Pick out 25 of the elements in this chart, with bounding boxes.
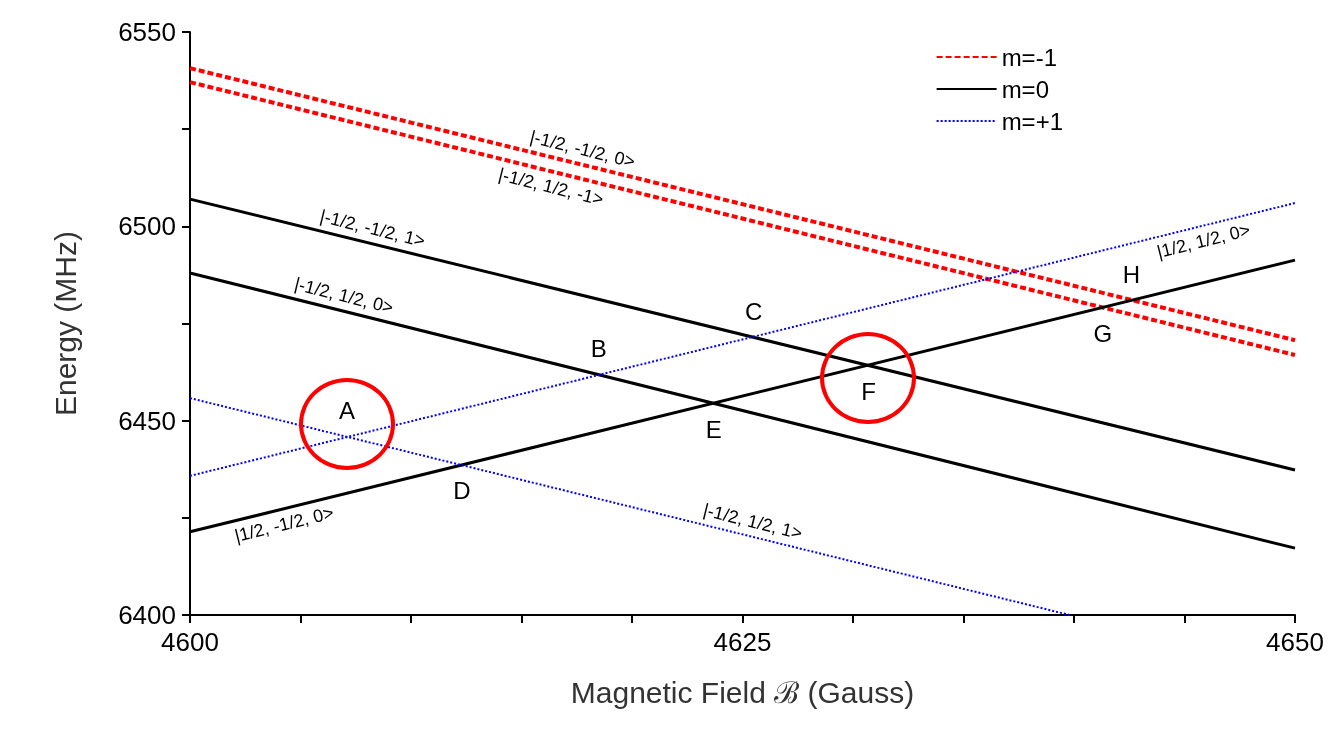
x-axis-title: Magnetic Field ℬ (Gauss) [570, 675, 915, 709]
annotation: F [861, 377, 876, 405]
x-tick-label: 4600 [161, 627, 219, 657]
annotation: D [453, 477, 471, 505]
annotation: |1/2, 1/2, 0> [1154, 219, 1253, 263]
annotation: C [744, 297, 763, 325]
y-tick-label: 6450 [118, 405, 176, 436]
x-tick-label: 4650 [1266, 627, 1324, 657]
y-tick-label: 6500 [118, 211, 176, 242]
annotation: E [705, 415, 722, 443]
legend-label: m=0 [1001, 75, 1049, 103]
annotation: |-1/2, 1/2, 1> [701, 499, 805, 544]
annotation: H [1122, 260, 1141, 288]
legend-label: m=-1 [1001, 43, 1057, 71]
annotation: G [1093, 320, 1113, 348]
annotation: A [338, 397, 355, 425]
y-axis-title: Energy (MHz) [48, 230, 82, 417]
annotation: |1/2, -1/2, 0> [232, 502, 336, 547]
legend-label: m=+1 [1001, 107, 1063, 135]
y-tick-label: 6400 [118, 600, 176, 630]
x-tick-label: 4625 [713, 627, 772, 657]
annotation: B [590, 335, 607, 363]
y-tick-label: 6550 [118, 17, 176, 47]
annotation: |-1/2, -1/2, 1> [318, 206, 427, 251]
annotation: |-1/2, 1/2, 0> [292, 273, 396, 318]
